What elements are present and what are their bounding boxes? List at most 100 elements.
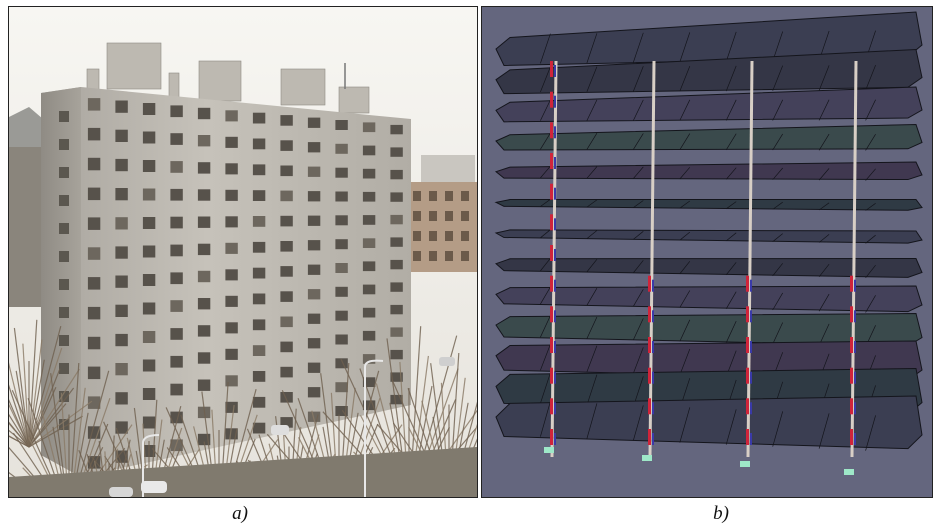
window — [445, 191, 453, 201]
window — [87, 157, 101, 171]
window — [115, 100, 128, 113]
window — [59, 391, 69, 402]
window — [142, 302, 156, 315]
hinge-marker — [554, 126, 556, 139]
tree-branch — [28, 319, 38, 448]
slab-grid-line — [540, 99, 551, 121]
slab-grid-line — [679, 290, 691, 308]
hinge-marker — [850, 275, 853, 292]
hinge-marker — [854, 371, 856, 384]
slab-grid-line — [540, 199, 551, 207]
window — [390, 304, 403, 315]
support-node — [642, 455, 652, 461]
window — [252, 267, 266, 279]
hinge-marker — [750, 341, 752, 353]
window — [362, 261, 376, 272]
hinge-marker — [652, 310, 654, 323]
window — [429, 251, 437, 261]
window — [252, 138, 266, 150]
floor-slab — [495, 285, 923, 313]
window — [170, 272, 183, 285]
window — [307, 117, 321, 128]
slab-grid-line — [818, 133, 830, 151]
tree-branch — [75, 398, 111, 497]
model-panel — [481, 6, 933, 498]
slab-grid-line — [772, 99, 784, 121]
window — [280, 165, 293, 177]
window — [87, 277, 101, 290]
floor-slab — [495, 312, 923, 347]
window — [307, 191, 321, 202]
ground — [9, 447, 477, 497]
window — [115, 363, 128, 376]
window — [280, 266, 293, 277]
window — [307, 142, 321, 153]
slab-grid-line — [725, 31, 737, 62]
window — [142, 416, 156, 429]
window — [335, 263, 348, 273]
window — [252, 345, 266, 356]
window — [197, 189, 211, 201]
slab-grid-line — [818, 293, 830, 312]
hinge-marker — [854, 402, 856, 415]
floor-slab — [494, 161, 923, 181]
slab-grid-line — [725, 409, 737, 445]
window — [390, 124, 403, 135]
window — [362, 377, 376, 387]
window — [197, 325, 211, 337]
window — [115, 188, 128, 201]
slab-grid-line — [586, 288, 598, 306]
slab-grid-line — [818, 168, 830, 181]
slab-grid-line — [725, 201, 737, 210]
floor-slab — [494, 229, 923, 244]
window — [142, 103, 156, 115]
window — [429, 191, 437, 201]
slab-grid-line — [679, 133, 691, 150]
hinge-marker — [746, 337, 749, 353]
hinge-marker — [854, 279, 856, 292]
floor-slab — [495, 86, 923, 123]
slab-grid-line — [540, 66, 551, 93]
window — [170, 161, 183, 173]
hinge-marker — [550, 122, 553, 139]
window — [413, 231, 421, 241]
floor-slab — [495, 48, 923, 95]
slab-grid-line — [632, 66, 644, 92]
tree-branch — [226, 389, 257, 497]
hinge-marker — [554, 95, 556, 108]
window — [225, 189, 238, 201]
window — [59, 139, 69, 150]
slab-grid-line — [772, 233, 783, 242]
right-building-windows — [413, 191, 469, 261]
slab-grid-line — [772, 322, 784, 345]
hinge-marker — [750, 310, 752, 323]
window — [307, 387, 321, 398]
window — [390, 259, 403, 270]
window — [335, 310, 348, 321]
window — [142, 331, 156, 343]
window — [142, 274, 156, 286]
window — [225, 163, 238, 175]
slab-grid-line — [540, 344, 551, 371]
slab-grid-line — [725, 291, 737, 309]
column — [746, 60, 754, 458]
window — [335, 382, 348, 393]
slab-grid-line — [772, 167, 783, 180]
hinge-marker — [550, 245, 553, 261]
window — [252, 190, 266, 201]
window — [142, 388, 156, 400]
slab-grid-line — [679, 200, 691, 209]
tree-branch — [133, 407, 146, 497]
slab-grid-line — [632, 32, 644, 63]
hinge-marker — [648, 429, 651, 445]
window — [225, 401, 238, 413]
slab-grid-line — [540, 258, 551, 272]
tree-branch — [28, 339, 43, 448]
slab-grid-line — [540, 401, 551, 437]
window — [87, 366, 101, 380]
window — [390, 394, 403, 405]
hinge-marker — [652, 371, 654, 384]
hinge-marker — [648, 398, 651, 415]
slab-grid-line — [540, 372, 551, 404]
tree-branch — [22, 343, 30, 448]
